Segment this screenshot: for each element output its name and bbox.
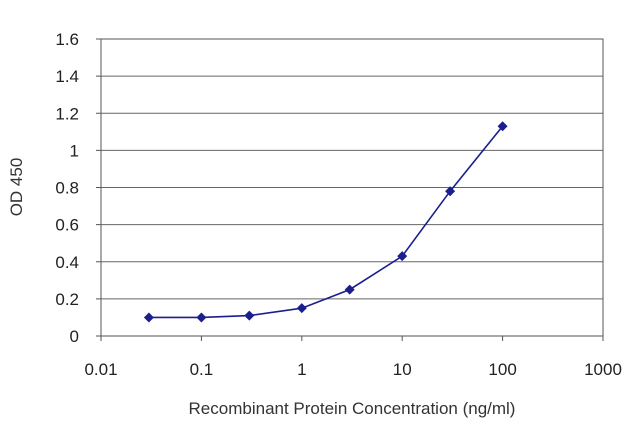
y-tick-label: 1 <box>70 141 79 160</box>
data-point <box>344 284 355 295</box>
x-tick-label: 0.01 <box>84 360 117 379</box>
x-tick-label: 10 <box>393 360 412 379</box>
data-point <box>244 310 255 321</box>
data-point <box>445 186 456 197</box>
data-point <box>143 312 154 323</box>
y-tick-label: 1.2 <box>55 104 79 123</box>
y-tick-label: 0 <box>70 327 79 346</box>
x-tick-label: 100 <box>488 360 516 379</box>
y-tick-label: 1.4 <box>55 67 79 86</box>
y-tick-label: 0.4 <box>55 253 79 272</box>
y-tick-label: 0.6 <box>55 216 79 235</box>
data-point <box>196 312 207 323</box>
series-group <box>143 121 508 323</box>
data-point <box>497 121 508 132</box>
y-axis-label: OD 450 <box>7 158 26 217</box>
x-axis-ticks: 0.01 0.1 1 10 100 1000 <box>84 336 622 379</box>
x-tick-label: 0.1 <box>190 360 214 379</box>
gridlines <box>101 75 603 300</box>
x-axis-label: Recombinant Protein Concentration (ng/ml… <box>189 399 516 418</box>
data-point <box>296 303 307 314</box>
y-tick-label: 1.6 <box>55 30 79 49</box>
y-axis-ticks: 0 0.2 0.4 0.6 0.8 1 1.2 1.4 1.6 <box>55 30 101 346</box>
y-tick-label: 0.2 <box>55 290 79 309</box>
x-tick-label: 1000 <box>584 360 622 379</box>
series-line <box>148 125 504 319</box>
y-tick-label: 0.8 <box>55 179 79 198</box>
x-tick-label: 1 <box>297 360 306 379</box>
data-point <box>397 251 408 262</box>
